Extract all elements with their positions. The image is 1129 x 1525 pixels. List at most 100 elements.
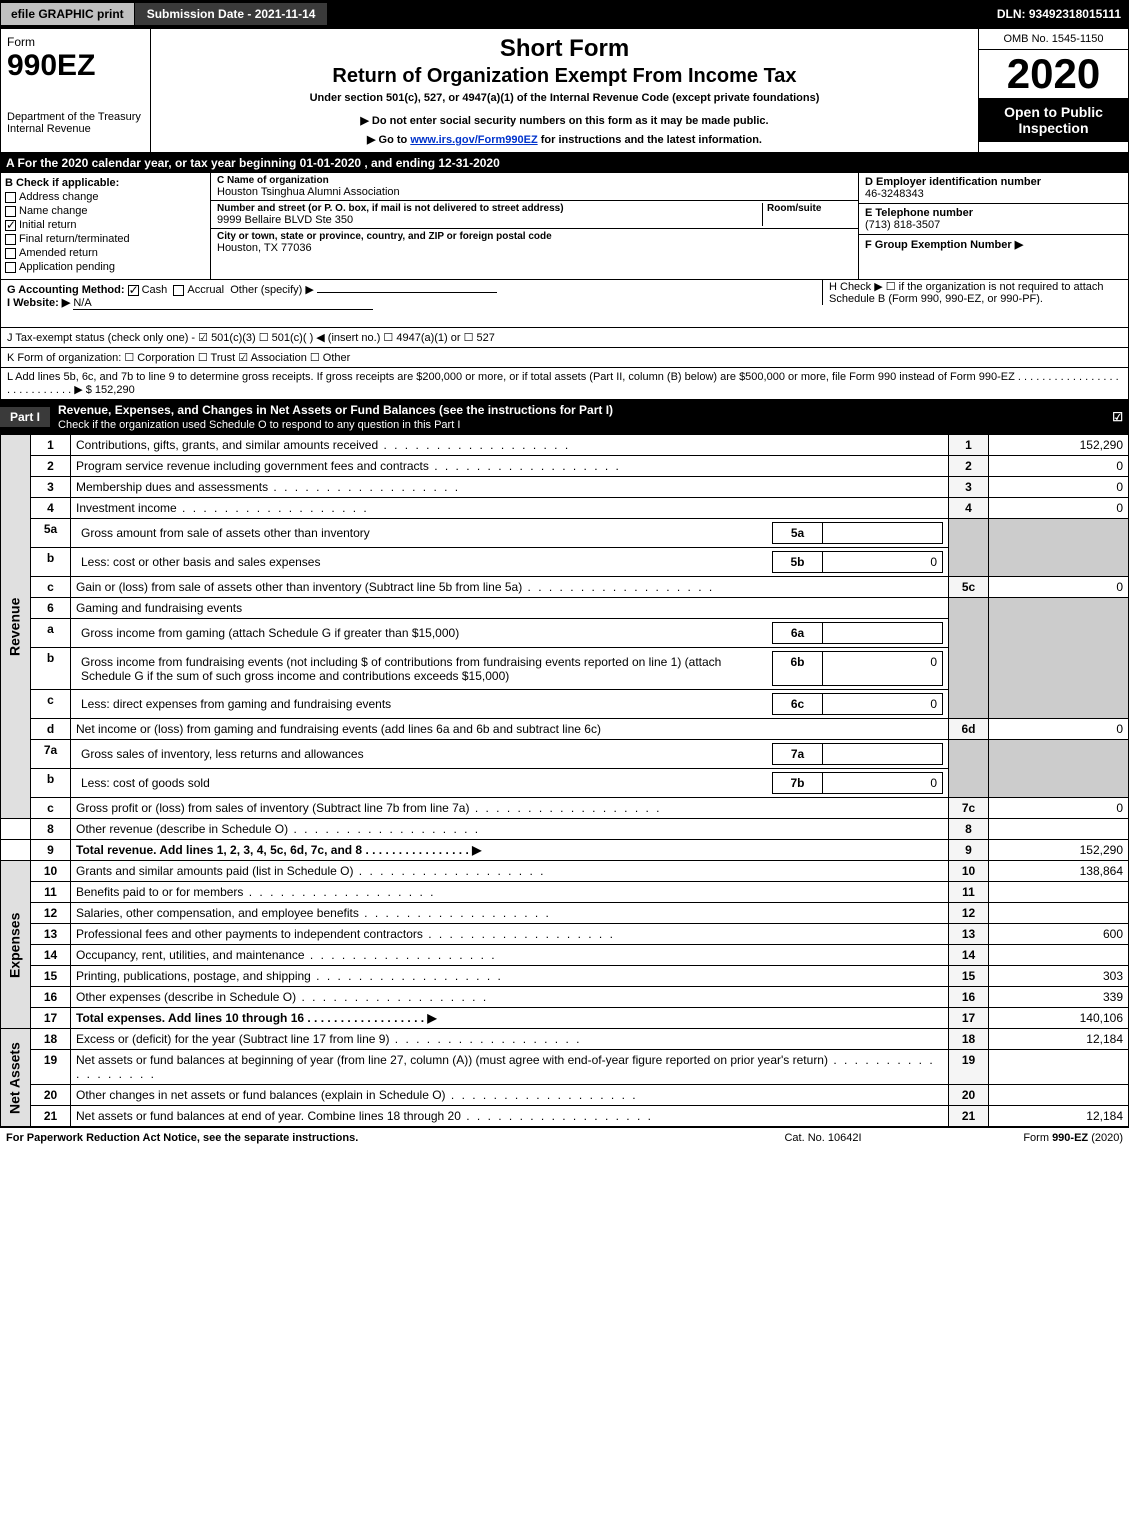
header-left: Form 990EZ Department of the Treasury In… (1, 29, 151, 152)
room-label: Room/suite (767, 203, 852, 214)
chk-address-change[interactable]: Address change (5, 191, 206, 203)
open-to-public: Open to Public Inspection (979, 98, 1128, 142)
part1-title: Revenue, Expenses, and Changes in Net As… (58, 403, 613, 417)
line-3-amt: 0 (989, 477, 1129, 498)
ein-label: D Employer identification number (865, 176, 1122, 188)
line-7b: Less: cost of goods sold (76, 773, 773, 794)
section-k: K Form of organization: ☐ Corporation ☐ … (0, 348, 1129, 368)
org-city: Houston, TX 77036 (217, 242, 852, 254)
section-j: J Tax-exempt status (check only one) - ☑… (0, 328, 1129, 348)
line-14: Occupancy, rent, utilities, and maintena… (71, 945, 949, 966)
org-name: Houston Tsinghua Alumni Association (217, 186, 852, 198)
line-4-amt: 0 (989, 498, 1129, 519)
line-3: Membership dues and assessments (71, 477, 949, 498)
line-5a: Gross amount from sale of assets other t… (76, 523, 773, 544)
line-10: Grants and similar amounts paid (list in… (71, 861, 949, 882)
line-18: Excess or (deficit) for the year (Subtra… (71, 1029, 949, 1050)
topbar: efile GRAPHIC print Submission Date - 20… (0, 0, 1129, 28)
line-9: Total revenue. Add lines 1, 2, 3, 4, 5c,… (71, 840, 949, 861)
footer: For Paperwork Reduction Act Notice, see … (0, 1127, 1129, 1148)
part1-table: Revenue 1 Contributions, gifts, grants, … (0, 434, 1129, 1127)
footer-left: For Paperwork Reduction Act Notice, see … (6, 1132, 723, 1144)
line-16-amt: 339 (989, 987, 1129, 1008)
form-word: Form (7, 35, 144, 49)
chk-application-pending[interactable]: Application pending (5, 261, 206, 273)
header-right: OMB No. 1545-1150 2020 Open to Public In… (978, 29, 1128, 152)
line-6b: Gross income from fundraising events (no… (76, 652, 773, 686)
section-g-label: G Accounting Method: (7, 284, 125, 296)
form-header: Form 990EZ Department of the Treasury In… (0, 28, 1129, 153)
irs-link[interactable]: www.irs.gov/Form990EZ (410, 134, 537, 146)
chk-name-change[interactable]: Name change (5, 205, 206, 217)
line-18-amt: 12,184 (989, 1029, 1129, 1050)
section-b: B Check if applicable: Address change Na… (1, 173, 211, 279)
part1-check[interactable]: ☑ (1112, 410, 1129, 424)
side-expenses: Expenses (1, 861, 31, 1029)
line-6d-amt: 0 (989, 719, 1129, 740)
goto-line: ▶ Go to www.irs.gov/Form990EZ for instru… (157, 133, 972, 146)
line-5c-amt: 0 (989, 577, 1129, 598)
section-c: C Name of organization Houston Tsinghua … (211, 173, 858, 279)
line-11: Benefits paid to or for members (71, 882, 949, 903)
line-7a: Gross sales of inventory, less returns a… (76, 744, 773, 765)
line-19-amt (989, 1050, 1129, 1085)
line-17: Total expenses. Add lines 10 through 16 … (71, 1008, 949, 1029)
tax-year: 2020 (979, 50, 1128, 98)
line-9-amt: 152,290 (989, 840, 1129, 861)
line-14-amt (989, 945, 1129, 966)
line-19: Net assets or fund balances at beginning… (71, 1050, 949, 1085)
group-exemption-label: F Group Exemption Number ▶ (865, 238, 1122, 251)
line-8-amt (989, 819, 1129, 840)
chk-amended-return[interactable]: Amended return (5, 247, 206, 259)
section-def: D Employer identification number 46-3248… (858, 173, 1128, 279)
return-title: Return of Organization Exempt From Incom… (157, 65, 972, 88)
dln: DLN: 93492318015111 (997, 7, 1129, 21)
line-6a: Gross income from gaming (attach Schedul… (76, 623, 773, 644)
line-21: Net assets or fund balances at end of ye… (71, 1106, 949, 1127)
efile-print-button[interactable]: efile GRAPHIC print (0, 2, 135, 26)
line-16: Other expenses (describe in Schedule O) (71, 987, 949, 1008)
header-mid: Short Form Return of Organization Exempt… (151, 29, 978, 152)
chk-accrual[interactable] (173, 285, 184, 296)
line-21-amt: 12,184 (989, 1106, 1129, 1127)
phone-label: E Telephone number (865, 207, 1122, 219)
ein: 46-3248343 (865, 188, 1122, 200)
under-section: Under section 501(c), 527, or 4947(a)(1)… (157, 92, 972, 104)
line-2-amt: 0 (989, 456, 1129, 477)
line-6: Gaming and fundraising events (71, 598, 949, 619)
line-1-amt: 152,290 (989, 435, 1129, 456)
line-5b: Less: cost or other basis and sales expe… (76, 552, 773, 573)
line-15-amt: 303 (989, 966, 1129, 987)
side-revenue: Revenue (1, 435, 31, 819)
line-15: Printing, publications, postage, and shi… (71, 966, 949, 987)
section-i-label: I Website: ▶ (7, 297, 70, 309)
section-b-title: B Check if applicable: (5, 177, 206, 189)
other-specify-input[interactable] (317, 292, 497, 293)
line-11-amt (989, 882, 1129, 903)
footer-center: Cat. No. 10642I (723, 1132, 923, 1144)
short-form-title: Short Form (157, 35, 972, 63)
chk-cash[interactable] (128, 285, 139, 296)
line-5c: Gain or (loss) from sale of assets other… (71, 577, 949, 598)
submission-date: Submission Date - 2021-11-14 (135, 3, 328, 25)
side-netassets: Net Assets (1, 1029, 31, 1127)
line-1: Contributions, gifts, grants, and simila… (71, 435, 949, 456)
line-20: Other changes in net assets or fund bala… (71, 1085, 949, 1106)
line-20-amt (989, 1085, 1129, 1106)
line-6d: Net income or (loss) from gaming and fun… (71, 719, 949, 740)
part1-sub: Check if the organization used Schedule … (58, 419, 460, 431)
form-number: 990EZ (7, 49, 144, 83)
part1-header: Part I Revenue, Expenses, and Changes in… (0, 400, 1129, 434)
line-10-amt: 138,864 (989, 861, 1129, 882)
line-13-amt: 600 (989, 924, 1129, 945)
chk-initial-return[interactable]: Initial return (5, 219, 206, 231)
ssn-note: ▶ Do not enter social security numbers o… (157, 114, 972, 127)
omb-number: OMB No. 1545-1150 (979, 29, 1128, 50)
department-label: Department of the Treasury Internal Reve… (7, 111, 144, 135)
section-h: H Check ▶ ☐ if the organization is not r… (822, 280, 1122, 305)
line-13: Professional fees and other payments to … (71, 924, 949, 945)
line-12: Salaries, other compensation, and employ… (71, 903, 949, 924)
row-g-h: G Accounting Method: Cash Accrual Other … (0, 280, 1129, 328)
line-4: Investment income (71, 498, 949, 519)
chk-final-return[interactable]: Final return/terminated (5, 233, 206, 245)
